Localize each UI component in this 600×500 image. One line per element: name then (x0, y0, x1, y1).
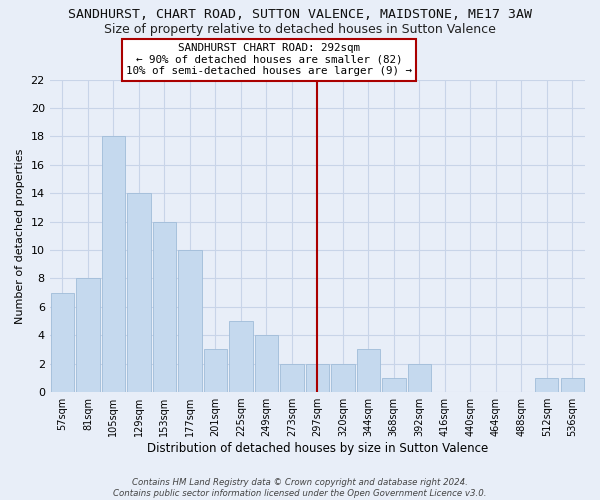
X-axis label: Distribution of detached houses by size in Sutton Valence: Distribution of detached houses by size … (147, 442, 488, 455)
Bar (229, 321, 253, 392)
Bar (305, 364, 329, 392)
Bar (560, 378, 584, 392)
Y-axis label: Number of detached properties: Number of detached properties (15, 148, 25, 324)
Text: SANDHURST CHART ROAD: 292sqm
← 90% of detached houses are smaller (82)
10% of se: SANDHURST CHART ROAD: 292sqm ← 90% of de… (126, 43, 412, 76)
Bar (203, 350, 227, 392)
Bar (382, 378, 406, 392)
Bar (127, 193, 151, 392)
Bar (101, 136, 125, 392)
Bar (331, 364, 355, 392)
Bar (535, 378, 559, 392)
Text: SANDHURST, CHART ROAD, SUTTON VALENCE, MAIDSTONE, ME17 3AW: SANDHURST, CHART ROAD, SUTTON VALENCE, M… (68, 8, 532, 20)
Bar (280, 364, 304, 392)
Bar (356, 350, 380, 392)
Bar (76, 278, 100, 392)
Bar (50, 292, 74, 392)
Text: Size of property relative to detached houses in Sutton Valence: Size of property relative to detached ho… (104, 22, 496, 36)
Bar (254, 336, 278, 392)
Bar (178, 250, 202, 392)
Bar (407, 364, 431, 392)
Text: Contains HM Land Registry data © Crown copyright and database right 2024.
Contai: Contains HM Land Registry data © Crown c… (113, 478, 487, 498)
Bar (152, 222, 176, 392)
